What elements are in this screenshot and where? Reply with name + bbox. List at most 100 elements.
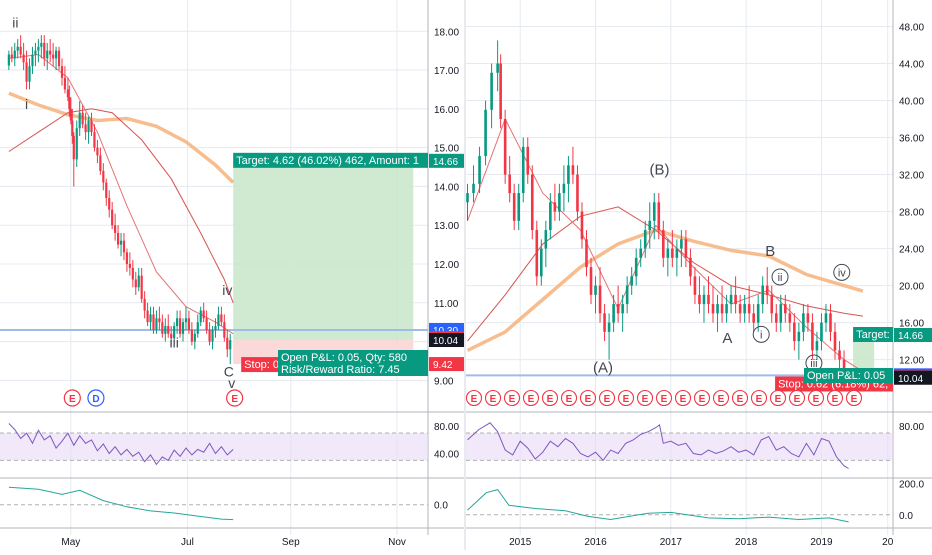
event-marker-icon[interactable] xyxy=(87,389,105,407)
target-zone[interactable] xyxy=(233,160,414,341)
event-marker-icon[interactable] xyxy=(617,389,635,407)
candle[interactable] xyxy=(761,285,765,305)
candle[interactable] xyxy=(190,329,193,342)
candle[interactable] xyxy=(134,279,137,288)
candle[interactable] xyxy=(71,120,74,136)
candle[interactable] xyxy=(46,50,49,59)
candle[interactable] xyxy=(22,54,25,63)
candle[interactable] xyxy=(178,318,182,334)
candle[interactable] xyxy=(7,54,10,66)
candle[interactable] xyxy=(603,313,606,332)
candle[interactable] xyxy=(161,322,164,334)
candle[interactable] xyxy=(202,310,205,319)
candle[interactable] xyxy=(675,248,679,258)
candle[interactable] xyxy=(639,248,643,258)
event-marker-icon[interactable] xyxy=(579,389,597,407)
candle[interactable] xyxy=(16,46,19,51)
candle[interactable] xyxy=(657,202,661,231)
candle[interactable] xyxy=(530,174,534,231)
candle[interactable] xyxy=(472,183,475,194)
candle[interactable] xyxy=(114,225,117,233)
candle[interactable] xyxy=(102,170,105,183)
event-marker-icon[interactable] xyxy=(598,389,616,407)
candle[interactable] xyxy=(811,322,814,351)
event-marker-icon[interactable] xyxy=(541,389,559,407)
candle[interactable] xyxy=(208,329,211,342)
candle[interactable] xyxy=(490,72,493,110)
candle[interactable] xyxy=(68,97,71,109)
candle[interactable] xyxy=(526,146,530,175)
candle[interactable] xyxy=(478,156,481,184)
candle[interactable] xyxy=(549,202,552,231)
candle[interactable] xyxy=(181,322,185,334)
candle[interactable] xyxy=(63,77,67,90)
event-marker-icon[interactable] xyxy=(712,389,730,407)
event-marker-icon[interactable] xyxy=(826,389,844,407)
pnl-label-box[interactable]: Open P&L: 0.05 xyxy=(804,368,893,383)
target-zone[interactable] xyxy=(853,335,875,378)
candle[interactable] xyxy=(152,314,155,330)
candle[interactable] xyxy=(84,124,87,133)
event-marker-icon[interactable] xyxy=(807,389,825,407)
candle[interactable] xyxy=(78,112,81,129)
candle[interactable] xyxy=(119,240,123,245)
candle[interactable] xyxy=(187,318,191,330)
candle[interactable] xyxy=(716,304,719,314)
candle[interactable] xyxy=(81,112,84,125)
candle[interactable] xyxy=(155,318,158,330)
candle[interactable] xyxy=(111,209,114,226)
candle[interactable] xyxy=(223,322,226,338)
candle[interactable] xyxy=(797,331,801,342)
candle[interactable] xyxy=(765,285,769,295)
candle[interactable] xyxy=(693,276,697,295)
candle[interactable] xyxy=(19,46,22,55)
candle[interactable] xyxy=(193,333,196,342)
candle[interactable] xyxy=(75,128,78,160)
candle[interactable] xyxy=(13,50,16,59)
candle[interactable] xyxy=(820,322,823,342)
candle[interactable] xyxy=(680,239,683,249)
event-marker-icon[interactable] xyxy=(674,389,692,407)
candle[interactable] xyxy=(625,285,629,305)
candle[interactable] xyxy=(720,304,724,314)
candle[interactable] xyxy=(131,267,134,280)
candle[interactable] xyxy=(57,50,61,67)
candle[interactable] xyxy=(87,120,90,133)
candle[interactable] xyxy=(176,318,179,327)
candle[interactable] xyxy=(60,66,64,78)
candle[interactable] xyxy=(205,318,208,330)
candle[interactable] xyxy=(466,193,469,203)
candle[interactable] xyxy=(66,89,69,98)
candle[interactable] xyxy=(793,322,796,342)
candle[interactable] xyxy=(684,239,688,258)
event-marker-icon[interactable] xyxy=(636,389,654,407)
candle[interactable] xyxy=(214,326,217,330)
candle[interactable] xyxy=(93,132,96,148)
candle[interactable] xyxy=(167,326,170,334)
event-marker-icon[interactable] xyxy=(503,389,521,407)
candle[interactable] xyxy=(140,275,143,299)
candle[interactable] xyxy=(784,304,787,314)
candle[interactable] xyxy=(149,314,152,323)
candle[interactable] xyxy=(108,198,111,210)
event-marker-icon[interactable] xyxy=(655,389,673,407)
candle[interactable] xyxy=(170,333,173,338)
candle[interactable] xyxy=(585,239,588,268)
candle[interactable] xyxy=(54,50,58,59)
candle[interactable] xyxy=(508,174,511,194)
candle[interactable] xyxy=(503,119,507,175)
event-marker-icon[interactable] xyxy=(560,389,578,407)
candle[interactable] xyxy=(220,314,223,323)
candle[interactable] xyxy=(729,294,733,305)
candle[interactable] xyxy=(43,42,46,59)
candle[interactable] xyxy=(164,326,167,334)
candle[interactable] xyxy=(143,298,146,311)
candle[interactable] xyxy=(496,63,499,73)
event-marker-icon[interactable] xyxy=(484,389,502,407)
candle[interactable] xyxy=(122,240,126,253)
candle[interactable] xyxy=(69,108,72,121)
candle[interactable] xyxy=(567,165,570,184)
candle[interactable] xyxy=(125,252,129,264)
candle[interactable] xyxy=(25,62,28,82)
